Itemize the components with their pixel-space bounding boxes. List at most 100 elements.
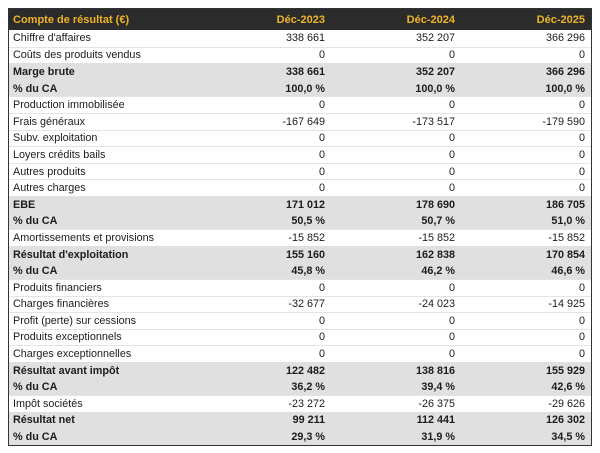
row-label: Charges exceptionnelles <box>13 348 132 361</box>
row-label: Marge brute <box>13 65 75 78</box>
row-value: 122 482 <box>285 364 325 377</box>
row-value: 0 <box>318 99 325 112</box>
table-row: Résultat net 99 211 112 441 126 302 <box>9 411 591 429</box>
row-value: 31,9 % <box>421 431 455 444</box>
table-row: Charges exceptionnelles 0 0 0 <box>9 345 591 362</box>
row-label: Résultat avant impôt <box>13 364 120 377</box>
row-label: % du CA <box>13 381 58 394</box>
row-value: 0 <box>578 49 585 62</box>
table-row: % du CA 45,8 % 46,2 % 46,6 % <box>9 262 591 279</box>
row-value: 178 690 <box>415 198 455 211</box>
table-row: Impôt sociétés -23 272 -26 375 -29 626 <box>9 395 591 412</box>
row-value: 0 <box>318 348 325 361</box>
column-header-dec-2024: Déc-2024 <box>406 13 455 26</box>
row-value: -23 272 <box>288 397 325 410</box>
row-value: -15 852 <box>548 231 585 244</box>
row-value: -32 677 <box>288 298 325 311</box>
row-label: Autres charges <box>13 182 86 195</box>
row-label: Loyers crédits bails <box>13 148 106 161</box>
row-value: 45,8 % <box>291 265 325 278</box>
row-value: 155 160 <box>285 248 325 261</box>
table-row: Coûts des produits vendus 0 0 0 <box>9 46 591 64</box>
row-value: 0 <box>578 148 585 161</box>
row-label: Résultat d'exploitation <box>13 248 129 261</box>
row-value: 50,5 % <box>291 215 325 228</box>
row-value: 0 <box>448 49 455 62</box>
row-value: 0 <box>448 132 455 145</box>
income-statement-table: Compte de résultat (€) Déc-2023 Déc-2024… <box>8 8 592 446</box>
row-value: 0 <box>578 314 585 327</box>
row-value: 0 <box>448 281 455 294</box>
row-value: 0 <box>578 331 585 344</box>
row-value: 42,6 % <box>551 381 585 394</box>
row-label: Coûts des produits vendus <box>13 49 141 62</box>
table-row: Production immobilisée 0 0 0 <box>9 96 591 113</box>
row-label: Profit (perte) sur cessions <box>13 314 137 327</box>
row-label: Amortissements et provisions <box>13 231 155 244</box>
row-value: 0 <box>318 182 325 195</box>
row-value: 0 <box>318 148 325 161</box>
table-row: Résultat avant impôt 122 482 138 816 155 92… <box>9 361 591 379</box>
row-value: 0 <box>448 331 455 344</box>
row-value: 112 441 <box>416 414 455 427</box>
row-value: 0 <box>578 132 585 145</box>
row-label: Résultat net <box>13 414 75 427</box>
row-label: Autres produits <box>13 165 86 178</box>
row-value: 366 296 <box>545 32 585 45</box>
row-value: -26 375 <box>418 397 455 410</box>
row-value: 0 <box>578 99 585 112</box>
row-value: 0 <box>318 281 325 294</box>
table-row: Chiffre d'affaires 338 661 352 207 366 296 <box>9 30 591 47</box>
row-value: -29 626 <box>548 397 585 410</box>
row-value: 155 929 <box>545 364 585 377</box>
table-row: Profit (perte) sur cessions 0 0 0 <box>9 312 591 329</box>
row-value: 46,6 % <box>551 265 585 278</box>
row-value: 170 854 <box>545 248 585 261</box>
row-value: 0 <box>578 165 585 178</box>
column-header-dec-2023: Déc-2023 <box>276 13 325 26</box>
row-value: 338 661 <box>285 65 325 78</box>
row-value: -173 517 <box>412 115 455 128</box>
row-value: 39,4 % <box>421 381 455 394</box>
row-label: Subv. exploitation <box>13 132 98 145</box>
row-label: Chiffre d'affaires <box>13 32 91 45</box>
row-value: 366 296 <box>545 65 585 78</box>
row-value: 100,0 % <box>415 82 455 95</box>
row-value: 0 <box>578 348 585 361</box>
row-value: 0 <box>448 148 455 161</box>
table-row: Autres charges 0 0 0 <box>9 179 591 196</box>
table-row: Produits exceptionnels 0 0 0 <box>9 328 591 346</box>
table-row: Subv. exploitation 0 0 0 <box>9 129 591 147</box>
table-row: Marge brute 338 661 352 207 366 296 <box>9 63 591 80</box>
row-label: Charges financières <box>13 298 110 311</box>
table-row: % du CA 50,5 % 50,7 % 51,0 % <box>9 212 591 230</box>
row-value: 0 <box>318 331 325 344</box>
row-label: EBE <box>13 198 36 211</box>
row-label: % du CA <box>13 265 58 278</box>
row-value: 0 <box>578 281 585 294</box>
table-row: % du CA 36,2 % 39,4 % 42,6 % <box>9 378 591 396</box>
table-header-title: Compte de résultat (€) <box>13 13 130 26</box>
row-value: 0 <box>318 165 325 178</box>
row-value: 171 012 <box>285 198 325 211</box>
row-value: 0 <box>448 348 455 361</box>
row-value: 338 661 <box>285 32 325 45</box>
row-value: 36,2 % <box>291 381 325 394</box>
row-label: % du CA <box>13 215 58 228</box>
row-value: 0 <box>578 182 585 195</box>
row-value: 352 207 <box>415 65 455 78</box>
table-body: Chiffre d'affaires 338 661 352 207 366 296 C… <box>9 30 591 445</box>
row-value: 0 <box>448 314 455 327</box>
row-value: 29,3 % <box>291 431 325 444</box>
row-value: 34,5 % <box>551 431 585 444</box>
table-row: Amortissements et provisions -15 852 -15 8… <box>9 229 591 246</box>
row-value: 100,0 % <box>545 82 585 95</box>
row-value: -14 925 <box>548 298 585 311</box>
row-value: 0 <box>318 314 325 327</box>
table-row: EBE 171 012 178 690 186 705 <box>9 195 591 213</box>
row-value: 100,0 % <box>285 82 325 95</box>
table-row: Autres produits 0 0 0 <box>9 162 591 180</box>
row-label: Frais généraux <box>13 115 86 128</box>
row-label: Impôt sociétés <box>13 397 83 410</box>
